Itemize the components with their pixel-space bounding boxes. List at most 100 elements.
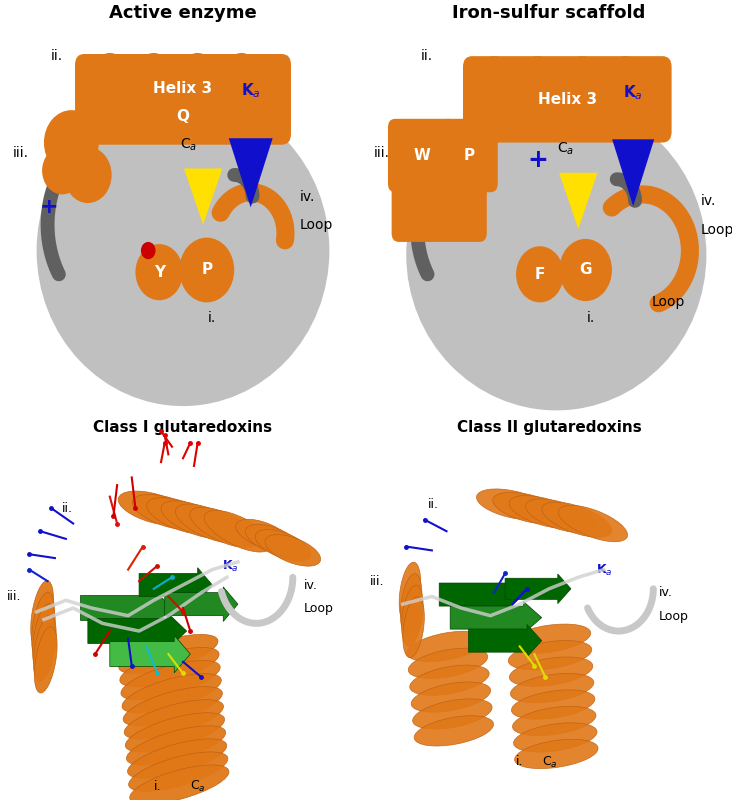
Polygon shape <box>228 138 272 207</box>
Text: Loop: Loop <box>701 223 732 237</box>
Text: K$_a$: K$_a$ <box>623 83 643 102</box>
Ellipse shape <box>127 726 225 765</box>
Text: C$_a$: C$_a$ <box>542 754 557 770</box>
Text: i.: i. <box>154 781 161 794</box>
Text: Iron-sulfur scaffold: Iron-sulfur scaffold <box>452 4 646 22</box>
Ellipse shape <box>228 53 255 77</box>
Text: Helix 3: Helix 3 <box>154 81 212 96</box>
Ellipse shape <box>410 665 489 695</box>
FancyBboxPatch shape <box>463 56 672 142</box>
Ellipse shape <box>245 525 301 556</box>
Ellipse shape <box>132 494 203 530</box>
FancyArrow shape <box>450 602 542 634</box>
Ellipse shape <box>516 246 564 302</box>
Ellipse shape <box>123 686 223 726</box>
Ellipse shape <box>121 661 220 700</box>
Ellipse shape <box>413 699 492 729</box>
Text: P: P <box>464 148 475 163</box>
Ellipse shape <box>32 604 56 670</box>
Text: iv.: iv. <box>304 579 318 592</box>
Ellipse shape <box>31 592 54 658</box>
Text: Y: Y <box>154 265 165 280</box>
Ellipse shape <box>64 147 111 203</box>
Ellipse shape <box>265 534 321 566</box>
Polygon shape <box>184 169 223 225</box>
Ellipse shape <box>400 574 422 634</box>
Ellipse shape <box>508 641 591 670</box>
Ellipse shape <box>124 700 223 739</box>
Text: G: G <box>579 262 592 278</box>
Text: i.: i. <box>516 755 523 769</box>
Text: i.: i. <box>208 310 217 325</box>
Ellipse shape <box>179 238 234 302</box>
Text: Loop: Loop <box>659 610 689 622</box>
FancyArrow shape <box>139 568 212 602</box>
FancyBboxPatch shape <box>441 118 498 192</box>
Text: iii.: iii. <box>7 590 22 603</box>
Ellipse shape <box>411 682 490 712</box>
Ellipse shape <box>407 631 486 662</box>
Text: +: + <box>528 148 548 172</box>
Text: C$_a$: C$_a$ <box>557 141 574 158</box>
Ellipse shape <box>509 657 593 686</box>
Ellipse shape <box>125 713 225 752</box>
Ellipse shape <box>542 502 612 538</box>
FancyArrow shape <box>110 635 190 673</box>
Ellipse shape <box>161 501 231 538</box>
Ellipse shape <box>507 624 591 654</box>
Text: W: W <box>413 148 430 163</box>
Ellipse shape <box>176 504 244 543</box>
Ellipse shape <box>613 56 638 78</box>
Text: ii.: ii. <box>62 502 73 515</box>
Ellipse shape <box>509 495 580 529</box>
Text: iv.: iv. <box>701 194 717 208</box>
Ellipse shape <box>510 674 594 702</box>
Ellipse shape <box>512 690 595 719</box>
Ellipse shape <box>97 53 123 77</box>
Text: iii.: iii. <box>373 146 389 160</box>
Text: Active enzyme: Active enzyme <box>109 4 257 22</box>
Ellipse shape <box>118 491 190 526</box>
Ellipse shape <box>236 519 291 550</box>
Ellipse shape <box>559 506 627 542</box>
FancyArrow shape <box>439 578 523 610</box>
Text: Loop: Loop <box>304 602 334 615</box>
Ellipse shape <box>37 95 329 406</box>
Ellipse shape <box>514 723 597 752</box>
Ellipse shape <box>559 239 612 301</box>
FancyBboxPatch shape <box>392 173 487 242</box>
Ellipse shape <box>184 53 211 77</box>
Polygon shape <box>612 139 654 206</box>
Ellipse shape <box>255 530 311 561</box>
FancyBboxPatch shape <box>388 118 455 192</box>
Ellipse shape <box>122 674 221 713</box>
Text: Loop: Loop <box>300 218 334 232</box>
Ellipse shape <box>44 110 99 175</box>
Text: ii.: ii. <box>51 49 64 63</box>
Polygon shape <box>559 173 597 229</box>
Text: C$_a$: C$_a$ <box>190 779 206 794</box>
Ellipse shape <box>526 56 550 78</box>
Text: i.: i. <box>587 310 595 325</box>
Ellipse shape <box>147 498 217 534</box>
Ellipse shape <box>34 615 56 682</box>
Text: Class II glutaredoxins: Class II glutaredoxins <box>457 420 641 435</box>
Ellipse shape <box>512 706 596 736</box>
Ellipse shape <box>403 597 425 658</box>
FancyArrow shape <box>81 590 172 626</box>
Ellipse shape <box>482 56 507 78</box>
Text: iii.: iii. <box>13 146 29 160</box>
Ellipse shape <box>34 626 57 693</box>
FancyArrow shape <box>165 587 238 622</box>
FancyArrow shape <box>88 612 187 650</box>
FancyArrow shape <box>505 574 571 603</box>
Ellipse shape <box>130 765 229 800</box>
Text: +: + <box>40 198 59 218</box>
Text: F: F <box>534 267 545 282</box>
FancyBboxPatch shape <box>75 54 291 145</box>
Text: ii.: ii. <box>421 49 433 63</box>
FancyArrow shape <box>468 625 542 657</box>
Text: K$_a$: K$_a$ <box>241 82 261 100</box>
Ellipse shape <box>408 648 488 678</box>
Text: iv.: iv. <box>300 190 315 203</box>
